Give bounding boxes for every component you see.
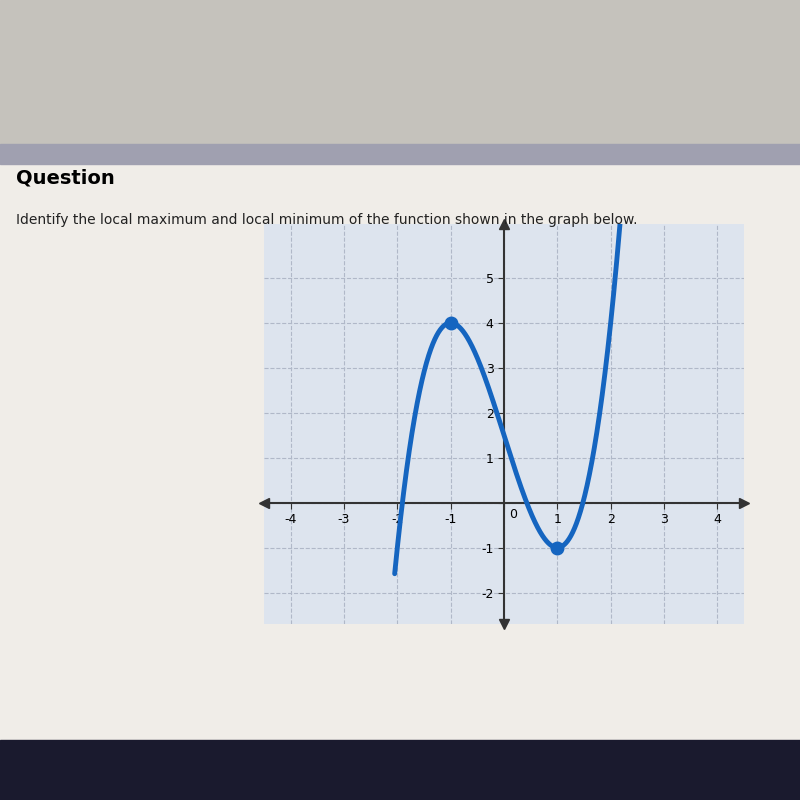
Text: Question: Question (16, 169, 114, 188)
Text: 99+: 99+ (680, 770, 700, 780)
Text: 0: 0 (510, 508, 518, 521)
Text: ○  ⊞  ⊟  ⊡  ⊠  a  ❑  $  ⊙  ⊕  ⊗: ○ ⊞ ⊟ ⊡ ⊠ a ❑ $ ⊙ ⊕ ⊗ (24, 774, 173, 784)
Text: Identify the local maximum and local minimum of the function shown in the graph : Identify the local maximum and local min… (16, 213, 638, 227)
